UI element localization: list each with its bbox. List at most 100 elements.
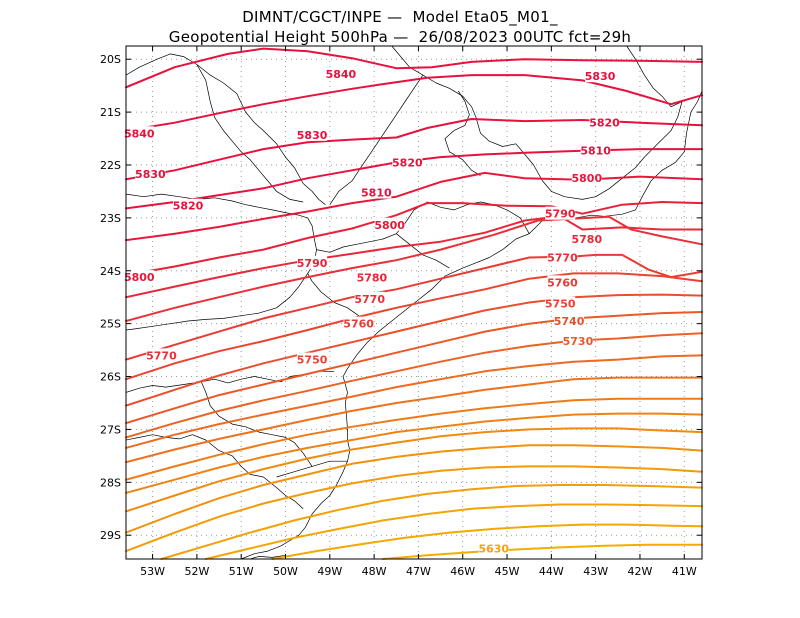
coastline-segment (125, 193, 368, 327)
contour-label-background (343, 316, 374, 330)
lat-tick-label: 29S (100, 529, 121, 542)
coastline-segment (196, 64, 304, 203)
contour-label: 5830 (135, 168, 166, 181)
contour-label-background (392, 155, 423, 169)
contour-label: 5810 (580, 145, 611, 158)
contour-line-5710 (125, 354, 703, 449)
contour-line-5720 (125, 332, 703, 439)
contour-label-background (325, 67, 356, 81)
contour-line-5770 (125, 215, 703, 322)
coastline-segment (200, 381, 313, 467)
contour-line-5780 (125, 215, 703, 299)
contour-label: 5820 (173, 200, 204, 213)
lon-tick-label: 44W (539, 565, 564, 578)
contour-line-5790 (125, 201, 703, 276)
lat-tick-label: 26S (100, 371, 121, 384)
contour-label: 5770 (547, 252, 578, 265)
contour-layer (125, 47, 703, 560)
lon-tick-label: 45W (495, 565, 520, 578)
coastline-segment (626, 45, 683, 108)
contour-line-5650 (125, 465, 703, 553)
contour-line-5630 (204, 503, 703, 560)
contour-line-5610 (382, 543, 703, 560)
contour-label: 5730 (563, 335, 594, 348)
contour-label-background (374, 217, 405, 231)
lon-tick-label: 49W (317, 565, 342, 578)
contour-line-5660 (125, 444, 703, 534)
contour-line-5840 (125, 47, 703, 89)
contour-line-5760 (125, 253, 703, 361)
contour-label: 5770 (146, 349, 177, 362)
contour-line-5730 (125, 311, 703, 425)
contour-label: 5840 (124, 127, 155, 140)
lon-tick-label: 43W (583, 565, 608, 578)
coastline-segment (329, 74, 424, 205)
contour-label-background (589, 115, 620, 129)
contour-label-layer: 5840 5840 5830 5830 5830 5820 5820 5820 5810 5810… (124, 67, 620, 555)
contour-label-background (356, 270, 387, 284)
lon-tick-label: 53W (140, 565, 165, 578)
coastline-segment (250, 554, 286, 560)
contour-label: 5830 (585, 70, 616, 83)
contour-label: 5800 (124, 271, 155, 284)
gridlines (126, 46, 702, 559)
contour-line-5700 (125, 376, 703, 464)
coastline-segment (305, 90, 703, 528)
contour-label-background (124, 270, 155, 284)
contour-label-background (124, 126, 155, 140)
lon-tick-label: 47W (406, 565, 431, 578)
contour-label-background (297, 255, 328, 269)
lat-tick-label: 25S (100, 318, 121, 331)
lat-tick-label: 28S (100, 476, 121, 489)
coastline-segment (396, 233, 450, 269)
contour-label: 5790 (545, 208, 576, 221)
contour-label: 5800 (571, 172, 602, 185)
contour-label-background (547, 250, 578, 264)
contour-label-background (173, 198, 204, 212)
coastline-segment (125, 273, 308, 331)
contour-line-5750 (125, 272, 703, 381)
contour-label: 5830 (297, 129, 328, 142)
lon-tick-label: 46W (450, 565, 475, 578)
contour-label: 5780 (357, 272, 388, 285)
lon-tick-label: 48W (362, 565, 387, 578)
lon-tick-label: 41W (672, 565, 697, 578)
contour-label: 5760 (547, 276, 578, 289)
contour-label-background (297, 127, 328, 141)
contour-line-5670 (125, 427, 703, 513)
contour-label-background (478, 541, 509, 555)
contour-label-background (554, 314, 585, 328)
contour-label: 5770 (354, 293, 385, 306)
contour-label: 5840 (326, 68, 357, 81)
lat-tick-label: 20S (100, 53, 121, 66)
contour-label-background (545, 296, 576, 310)
contour-label-background (547, 275, 578, 289)
contour-label: 5820 (589, 117, 620, 130)
axis-layer: 53W 52W 51W 50W 49W 48W 47W 46W 45W 44W 43W 42W 41W 2… (100, 46, 702, 578)
contour-label-background (135, 166, 166, 180)
contour-label: 5810 (361, 186, 392, 199)
contour-line-5830 (125, 74, 703, 132)
lat-tick-label: 22S (100, 159, 121, 172)
coastline-segment (125, 53, 326, 205)
contour-label: 5780 (571, 233, 602, 246)
contour-label: 5750 (297, 354, 328, 367)
contour-label-background (580, 143, 611, 157)
lon-tick-label: 50W (273, 565, 298, 578)
contour-label: 5800 (374, 219, 405, 232)
contour-label-background (585, 69, 616, 83)
contour-label: 5740 (554, 315, 585, 328)
lat-tick-label: 24S (100, 265, 121, 278)
contour-line-5680 (125, 412, 703, 494)
coastline-segment (241, 527, 306, 560)
contour-label: 5820 (392, 156, 423, 169)
contour-line-5640 (160, 484, 703, 560)
contour-label-background (146, 348, 177, 362)
contour-label-background (571, 171, 602, 185)
contour-label-background (297, 352, 328, 366)
lat-tick-label: 23S (100, 212, 121, 225)
map-title-line-2: Geopotential Height 500hPa — 26/08/2023 … (168, 28, 632, 46)
coastline-segment (391, 45, 683, 200)
lon-tick-label: 51W (229, 565, 254, 578)
contour-label-background (354, 291, 385, 305)
